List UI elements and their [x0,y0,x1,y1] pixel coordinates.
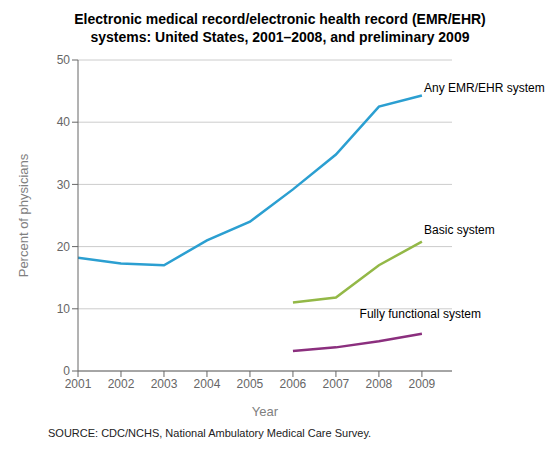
svg-text:Any EMR/EHR system: Any EMR/EHR system [424,81,545,95]
html-text:SOURCE: CDC/NCHS, National Amb: SOURCE: CDC/NCHS, National Ambulatory Me… [48,427,372,439]
svg-text:2007: 2007 [323,377,350,391]
svg-text:2004: 2004 [194,377,221,391]
svg-text:Year: Year [252,404,279,419]
svg-text:2008: 2008 [366,377,393,391]
svg-text:Percent of physicians: Percent of physicians [16,153,31,277]
svg-text:2005: 2005 [237,377,264,391]
svg-text:50: 50 [57,53,71,67]
svg-text:40: 40 [57,115,71,129]
svg-text:10: 10 [57,302,71,316]
svg-text:2003: 2003 [151,377,178,391]
svg-text:2006: 2006 [280,377,307,391]
svg-text:2001: 2001 [65,377,92,391]
svg-text:Fully functional system: Fully functional system [360,307,481,321]
svg-text:20: 20 [57,240,71,254]
html-text:systems: United States, 2001–2: systems: United States, 2001–2008, and p… [90,29,470,45]
html-text:Electronic medical record/elec: Electronic medical record/electronic hea… [74,11,486,27]
svg-text:2009: 2009 [409,377,436,391]
svg-text:Basic system: Basic system [424,223,495,237]
svg-text:30: 30 [57,178,71,192]
svg-text:0: 0 [63,364,70,378]
svg-text:2002: 2002 [108,377,135,391]
